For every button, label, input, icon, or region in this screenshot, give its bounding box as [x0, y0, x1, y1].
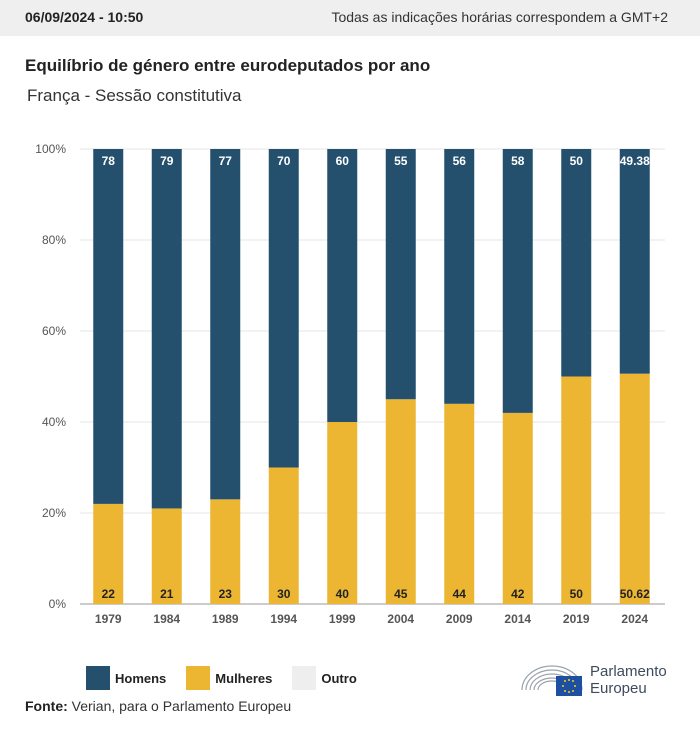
- y-tick-label: 40%: [42, 415, 66, 429]
- data-label-homens: 56: [453, 154, 467, 168]
- data-label-homens: 60: [336, 154, 350, 168]
- legend-item-mulheres: Mulheres: [186, 666, 272, 690]
- bar-homens-1979: [93, 149, 124, 504]
- legend-swatch-mulheres: [186, 666, 211, 690]
- chart-title: Equilíbrio de género entre eurodeputados…: [25, 56, 431, 75]
- x-tick-label: 1984: [153, 612, 180, 626]
- x-tick-label: 2024: [621, 612, 648, 626]
- legend-item-homens: Homens: [86, 666, 166, 690]
- data-label-homens: 79: [160, 154, 174, 168]
- data-label-mulheres: 42: [511, 587, 525, 601]
- x-tick-label: 1989: [212, 612, 239, 626]
- y-tick-label: 60%: [42, 324, 66, 338]
- bar-mulheres-2019: [561, 376, 592, 604]
- legend-item-outro: Outro: [292, 666, 357, 690]
- bar-homens-2009: [444, 149, 475, 404]
- data-label-homens: 55: [394, 154, 408, 168]
- bar-mulheres-2014: [502, 412, 533, 604]
- x-tick-label: 2019: [563, 612, 590, 626]
- x-tick-label: 1994: [270, 612, 297, 626]
- bar-mulheres-1999: [327, 422, 358, 604]
- bar-homens-2024: [619, 149, 650, 374]
- y-tick-label: 100%: [35, 142, 66, 156]
- bar-mulheres-1979: [93, 503, 124, 604]
- bar-homens-1994: [268, 149, 299, 468]
- y-tick-label: 20%: [42, 506, 66, 520]
- x-tick-label: 2009: [446, 612, 473, 626]
- bar-mulheres-2004: [385, 399, 416, 604]
- data-label-homens: 50: [570, 154, 584, 168]
- timezone-note: Todas as indicações horárias corresponde…: [331, 9, 668, 25]
- bar-mulheres-2024: [619, 373, 650, 604]
- data-label-mulheres: 45: [394, 587, 408, 601]
- legend-swatch-homens: [86, 666, 110, 690]
- data-label-homens: 77: [219, 154, 233, 168]
- bar-mulheres-1994: [268, 467, 299, 604]
- legend-label: Outro: [321, 670, 357, 686]
- legend-swatch-outro: [292, 666, 317, 690]
- parliament-logo: Parlamento Europeu: [520, 660, 667, 700]
- bar-homens-1989: [210, 149, 241, 500]
- y-tick-label: 80%: [42, 233, 66, 247]
- bar-homens-2004: [385, 149, 416, 400]
- top-bar: 06/09/2024 - 10:50 Todas as indicações h…: [0, 0, 700, 36]
- bar-homens-2014: [502, 149, 533, 413]
- y-tick-label: 0%: [49, 597, 67, 611]
- data-label-homens: 58: [511, 154, 525, 168]
- data-label-mulheres: 50.62: [620, 587, 650, 601]
- x-tick-label: 1979: [95, 612, 122, 626]
- bar-mulheres-1984: [151, 508, 182, 604]
- data-label-mulheres: 44: [453, 587, 467, 601]
- logo-text: Parlamento Europeu: [590, 663, 667, 697]
- bar-mulheres-2009: [444, 403, 475, 604]
- legend-label: Mulheres: [215, 670, 273, 686]
- logo-line-2: Europeu: [590, 680, 647, 697]
- source-label: Fonte:: [25, 698, 68, 714]
- data-label-mulheres: 23: [219, 587, 233, 601]
- data-label-mulheres: 50: [570, 587, 584, 601]
- data-label-homens: 78: [102, 154, 116, 168]
- logo-line-1: Parlamento: [590, 663, 667, 680]
- source-text: Verian, para o Parlamento Europeu: [71, 698, 292, 714]
- source-note: Fonte: Verian, para o Parlamento Europeu: [25, 698, 291, 714]
- data-label-homens: 70: [277, 154, 291, 168]
- x-tick-label: 2004: [387, 612, 414, 626]
- data-label-mulheres: 21: [160, 587, 174, 601]
- chart-subtitle: França - Sessão constitutiva: [27, 86, 242, 105]
- x-tick-label: 2014: [504, 612, 531, 626]
- datetime: 06/09/2024 - 10:50: [25, 9, 144, 25]
- legend-label: Homens: [115, 670, 167, 686]
- bar-mulheres-1989: [210, 499, 241, 604]
- legend: Homens Mulheres Outro: [86, 666, 377, 690]
- bar-homens-1984: [151, 149, 182, 509]
- bar-homens-1999: [327, 149, 358, 422]
- data-label-mulheres: 30: [277, 587, 291, 601]
- data-label-mulheres: 40: [336, 587, 350, 601]
- hemicycle-flag-icon: [521, 665, 583, 696]
- x-tick-label: 1999: [329, 612, 356, 626]
- bar-homens-2019: [561, 149, 592, 377]
- data-label-mulheres: 22: [102, 587, 116, 601]
- stacked-bar-chart: 0% 20% 40% 60% 80% 100% 22 78 1979 21 79 1984 23 77 19…: [35, 142, 665, 626]
- data-label-homens: 49.38: [620, 154, 650, 168]
